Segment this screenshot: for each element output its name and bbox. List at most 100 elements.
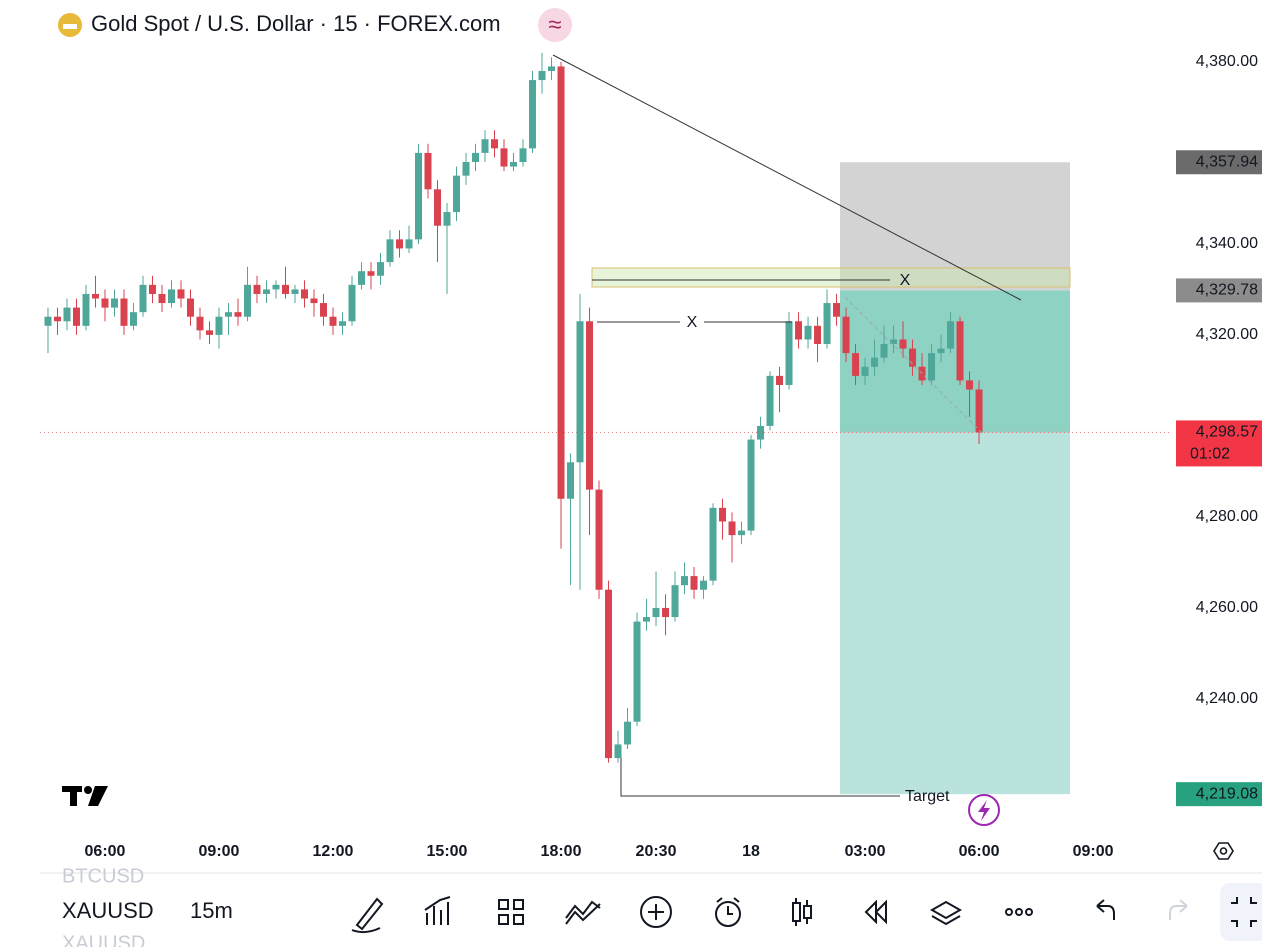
- toolbar: [351, 896, 1188, 934]
- candle-body: [814, 325, 822, 345]
- candle-body: [548, 66, 556, 71]
- candle-body: [63, 307, 71, 322]
- chart-title: Gold Spot / U.S. Dollar · 15 · FOREX.com: [91, 11, 501, 36]
- candle-body: [338, 321, 346, 326]
- candle-body: [186, 298, 194, 317]
- candle-body: [243, 284, 251, 317]
- candle-body: [538, 70, 546, 81]
- candle-body: [481, 139, 489, 153]
- candle-body: [262, 289, 270, 294]
- candle-body: [281, 284, 289, 294]
- x-tick-label: 18: [742, 843, 760, 860]
- y-tick-label: 4,380.00: [1196, 53, 1258, 70]
- candle-body: [300, 289, 308, 299]
- candle-body: [129, 312, 137, 326]
- candle-body: [44, 316, 52, 326]
- data-status-icon[interactable]: [538, 8, 572, 42]
- candle-body: [747, 439, 755, 531]
- candle-body: [842, 316, 850, 354]
- candle-body: [224, 312, 232, 317]
- settings-button[interactable]: [1213, 842, 1234, 860]
- candle-body: [519, 148, 527, 162]
- last-price-badge: [1176, 420, 1262, 467]
- symbol-option[interactable]: BTCUSD: [62, 865, 144, 887]
- candle-body: [947, 321, 955, 349]
- candle-body: [709, 507, 717, 581]
- candle-body: [899, 339, 907, 349]
- annotation: Target: [905, 788, 950, 805]
- candle-body: [614, 744, 622, 759]
- layers[interactable]: [929, 900, 963, 926]
- data-status-glyph: ≈: [548, 11, 561, 38]
- candle-body: [833, 303, 841, 317]
- target-badge-label: 4,219.08: [1196, 785, 1258, 802]
- candle-body: [72, 307, 80, 326]
- candle-body: [357, 271, 365, 285]
- candle-body: [462, 161, 470, 176]
- y-tick-label: 4,280.00: [1196, 508, 1258, 525]
- target-line: [620, 758, 900, 797]
- candle-body: [643, 617, 651, 622]
- candle-body: [937, 348, 945, 354]
- candle-body: [82, 293, 90, 326]
- candle-body: [196, 316, 204, 331]
- fullscreen-button[interactable]: [1220, 883, 1262, 941]
- candle-body: [367, 271, 375, 276]
- candle-body: [177, 289, 185, 299]
- candle-body: [310, 298, 318, 304]
- indicators[interactable]: [424, 896, 451, 925]
- candle-body: [148, 284, 156, 294]
- candle-body: [662, 607, 670, 618]
- annotation: X: [687, 314, 698, 331]
- interval[interactable]: 15m: [190, 898, 233, 923]
- candle-body: [681, 576, 689, 586]
- candle-body: [861, 366, 869, 376]
- candle-body: [567, 462, 575, 499]
- y-tick-label: 4,340.00: [1196, 235, 1258, 252]
- x-tick-label: 15:00: [427, 843, 468, 860]
- candle-body: [624, 721, 632, 745]
- add[interactable]: [640, 896, 672, 928]
- candle-body: [205, 330, 213, 335]
- layout[interactable]: [498, 899, 524, 925]
- candle-body: [652, 607, 660, 618]
- candle-body: [576, 321, 584, 463]
- redo[interactable]: [1169, 899, 1188, 920]
- candle-body: [491, 139, 499, 149]
- candle-body: [823, 303, 831, 345]
- draw-tool[interactable]: [351, 897, 384, 934]
- replay[interactable]: [864, 899, 887, 925]
- trend-line: [552, 54, 1022, 301]
- x-tick-label: 09:00: [1073, 843, 1114, 860]
- symbol-icon-bar: [63, 24, 77, 29]
- candle-body: [956, 321, 964, 381]
- last-price-badge-label: 4,298.57: [1196, 424, 1258, 441]
- candle-body: [766, 375, 774, 426]
- candle-body: [928, 353, 936, 381]
- candle-body: [377, 262, 385, 276]
- candle-body: [738, 530, 746, 536]
- y-tick-label: 4,260.00: [1196, 599, 1258, 616]
- candle-body: [348, 284, 356, 322]
- compare[interactable]: [565, 900, 601, 925]
- candle-body: [776, 375, 784, 385]
- candle-body: [500, 148, 508, 167]
- candle-body: [605, 589, 613, 759]
- candle-body: [120, 298, 128, 326]
- x-tick-label: 09:00: [199, 843, 240, 860]
- symbol-current[interactable]: XAUUSD: [62, 898, 154, 923]
- x-tick-label: 06:00: [959, 843, 1000, 860]
- candle-body: [158, 293, 166, 304]
- candle-body: [472, 152, 480, 162]
- candle-body: [633, 621, 641, 722]
- symbol-option[interactable]: XAUUSD: [62, 932, 145, 952]
- alerts[interactable]: [715, 901, 741, 927]
- candle-body: [291, 289, 299, 294]
- chart-type[interactable]: [792, 898, 812, 926]
- annotation: X: [900, 272, 911, 289]
- candle-body: [510, 161, 518, 167]
- undo[interactable]: [1096, 899, 1115, 920]
- candle-body: [215, 316, 223, 335]
- target-badge: [1176, 782, 1262, 807]
- candle-body: [453, 175, 461, 213]
